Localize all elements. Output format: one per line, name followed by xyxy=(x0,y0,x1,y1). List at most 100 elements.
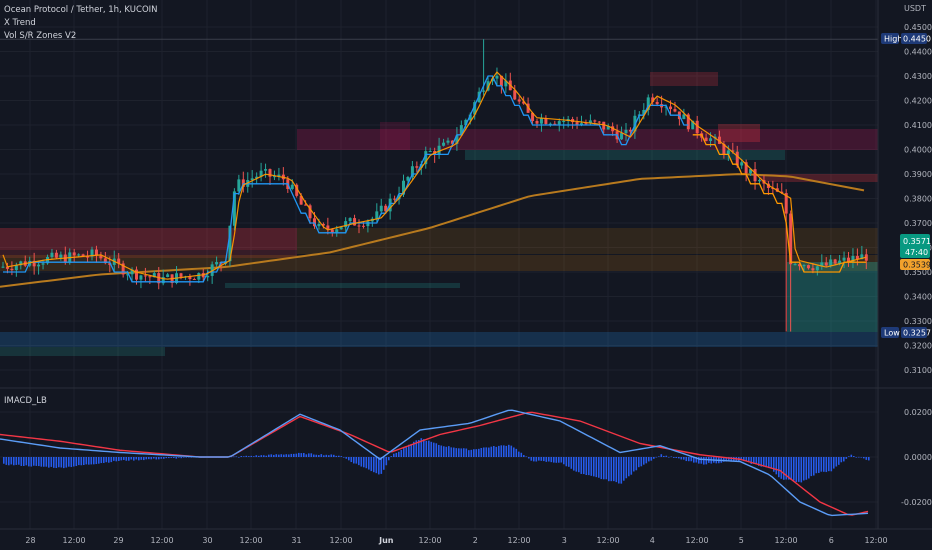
macd-histogram-bar xyxy=(765,457,768,468)
macd-histogram-bar xyxy=(723,457,725,462)
candle-body xyxy=(379,205,383,212)
macd-histogram-bar xyxy=(823,457,825,472)
sr-zone xyxy=(465,150,785,160)
candle-body xyxy=(580,123,583,126)
candle-body xyxy=(482,90,486,92)
candle-body xyxy=(108,263,112,265)
candle-body xyxy=(290,184,294,189)
macd-histogram-bar xyxy=(363,457,365,468)
indicator-macd[interactable]: IMACD_LB xyxy=(4,396,47,406)
macd-histogram-bar xyxy=(740,457,743,461)
time-tick-label: 30 xyxy=(202,536,212,545)
macd-histogram-bar xyxy=(295,453,298,457)
sr-zone xyxy=(297,228,878,254)
indicator-vol-sr-zones[interactable]: Vol S/R Zones V2 xyxy=(4,31,77,41)
macd-histogram-bar xyxy=(613,457,615,482)
macd-histogram-bar xyxy=(650,457,653,461)
candle-body xyxy=(10,268,14,271)
macd-histogram-bar xyxy=(490,446,493,457)
macd-histogram-bar xyxy=(375,457,378,474)
candle-body xyxy=(308,205,312,219)
macd-histogram-bar xyxy=(855,457,858,458)
price-tick-label: 0.3500 xyxy=(904,268,932,277)
macd-histogram-bar xyxy=(83,457,85,466)
macd-histogram-bar xyxy=(168,457,170,459)
macd-histogram-bar xyxy=(445,446,448,457)
time-tick-label: 12:00 xyxy=(775,536,798,545)
macd-histogram-bar xyxy=(843,457,845,462)
price-axis[interactable]: 0.4500 0.4400 0.4300 0.4200 0.4100 0.4000 0.39… xyxy=(904,23,932,375)
macd-histogram-bar xyxy=(50,457,53,467)
candle-body xyxy=(851,255,855,262)
macd-histogram-bar xyxy=(555,457,558,463)
macd-histogram-bar xyxy=(518,451,520,457)
candle-body xyxy=(531,112,535,121)
macd-histogram-bar xyxy=(13,457,15,466)
macd-histogram-bar xyxy=(383,457,385,470)
macd-histogram-bar xyxy=(145,457,148,460)
macd-histogram-bar xyxy=(105,457,108,463)
macd-histogram-bar xyxy=(273,454,275,457)
candle-body xyxy=(442,142,446,146)
time-tick-label: 2 xyxy=(473,536,478,545)
macd-histogram-bar xyxy=(775,457,778,475)
macd-histogram-bar xyxy=(665,455,668,457)
macd-histogram-bar xyxy=(40,457,43,467)
macd-histogram-bar xyxy=(438,444,440,457)
indicator-x-trend[interactable]: X Trend xyxy=(4,18,36,28)
candle-body xyxy=(806,265,810,269)
macd-histogram-bar xyxy=(313,454,315,457)
ma-value-tag: 0.3539 xyxy=(903,261,931,270)
candle-body xyxy=(299,195,303,205)
macd-histogram-bar xyxy=(8,457,10,466)
macd-histogram-bar xyxy=(328,455,330,457)
candle-body xyxy=(375,211,379,219)
macd-histogram-bar xyxy=(588,457,590,476)
macd-histogram-bar xyxy=(523,455,525,457)
candle-body xyxy=(575,122,579,126)
macd-histogram-bar xyxy=(573,457,575,471)
macd-histogram-bar xyxy=(55,457,58,469)
time-tick-label: 31 xyxy=(291,536,301,545)
macd-histogram-bar xyxy=(243,456,245,457)
macd-histogram-bar xyxy=(5,457,8,465)
macd-histogram-bar xyxy=(70,457,73,468)
macd-histogram-bar xyxy=(730,457,733,462)
macd-histogram-bar xyxy=(385,457,388,466)
macd-histogram-bar xyxy=(810,457,813,477)
macd-histogram-bar xyxy=(500,445,503,457)
macd-histogram-bar xyxy=(685,457,688,462)
macd-histogram-bar xyxy=(528,457,530,459)
candle-body xyxy=(317,223,321,227)
macd-histogram-bar xyxy=(410,443,413,457)
candle-body xyxy=(139,275,143,280)
macd-histogram-bar xyxy=(570,457,573,469)
macd-histogram-bar xyxy=(628,457,630,477)
macd-histogram-bar xyxy=(35,457,38,466)
time-axis[interactable]: 28 12:00 29 12:00 30 12:00 31 12:00 Jun 12:00 2 12:… xyxy=(25,536,887,545)
macd-histogram-bar xyxy=(68,457,70,467)
trend-line-orange xyxy=(2,71,867,280)
macd-histogram-bar xyxy=(355,457,358,464)
macd-histogram-bar xyxy=(545,457,548,462)
candle-body xyxy=(446,140,450,143)
macd-histogram-bar xyxy=(85,457,88,465)
symbol-title[interactable]: Ocean Protocol / Tether, 1h, KUCOIN xyxy=(4,5,158,15)
macd-axis[interactable]: 0.0200 0.0000 -0.0200 xyxy=(901,408,932,507)
candle-body xyxy=(669,106,672,110)
macd-histogram-bar xyxy=(840,457,843,463)
macd-histogram-bar xyxy=(338,455,340,457)
candle-body xyxy=(584,123,588,125)
macd-histogram-bar xyxy=(133,457,135,461)
macd-histogram-bar xyxy=(258,455,260,457)
candle-body xyxy=(602,121,606,130)
macd-histogram-bar xyxy=(633,457,635,472)
candle-body xyxy=(513,90,517,100)
macd-histogram-bar xyxy=(483,447,485,457)
macd-histogram-bar xyxy=(673,457,675,458)
macd-histogram-bar xyxy=(130,457,133,460)
macd-histogram-bar xyxy=(303,452,305,457)
macd-histogram-bar xyxy=(190,457,193,458)
candle-body xyxy=(268,169,272,177)
